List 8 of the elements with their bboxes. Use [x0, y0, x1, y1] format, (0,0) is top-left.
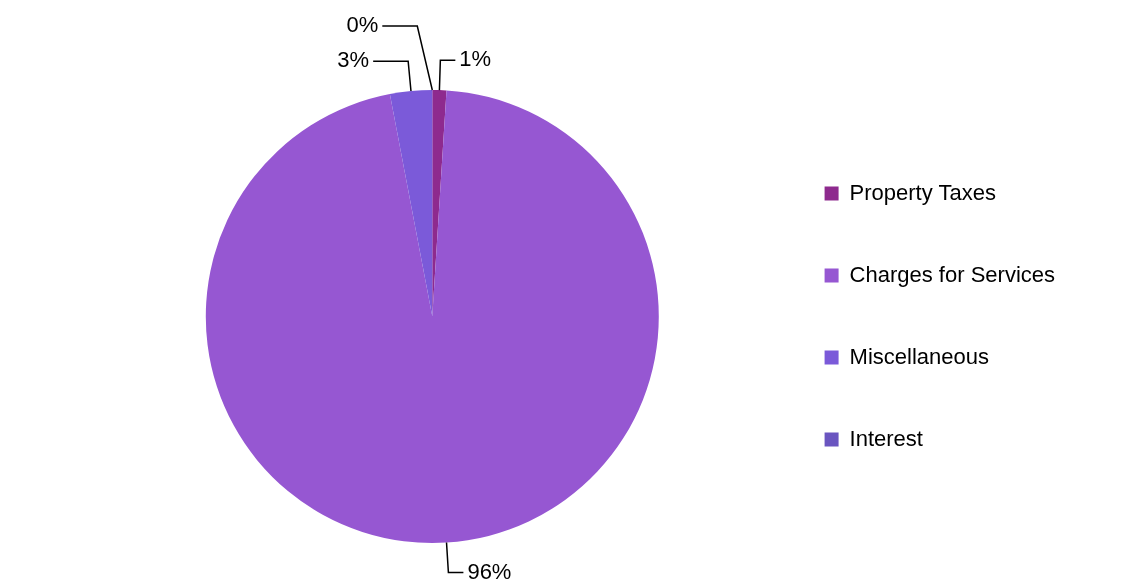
data-label: 1%	[459, 46, 492, 72]
data-label: 96%	[467, 558, 512, 583]
legend-label: Property Taxes	[849, 179, 996, 205]
data-label: 3%	[337, 47, 370, 73]
text: 0%	[346, 12, 379, 38]
legend-label: Interest	[849, 425, 923, 451]
legend-label: Miscellaneous	[849, 343, 989, 369]
legend-label: Charges for Services	[849, 261, 1056, 287]
